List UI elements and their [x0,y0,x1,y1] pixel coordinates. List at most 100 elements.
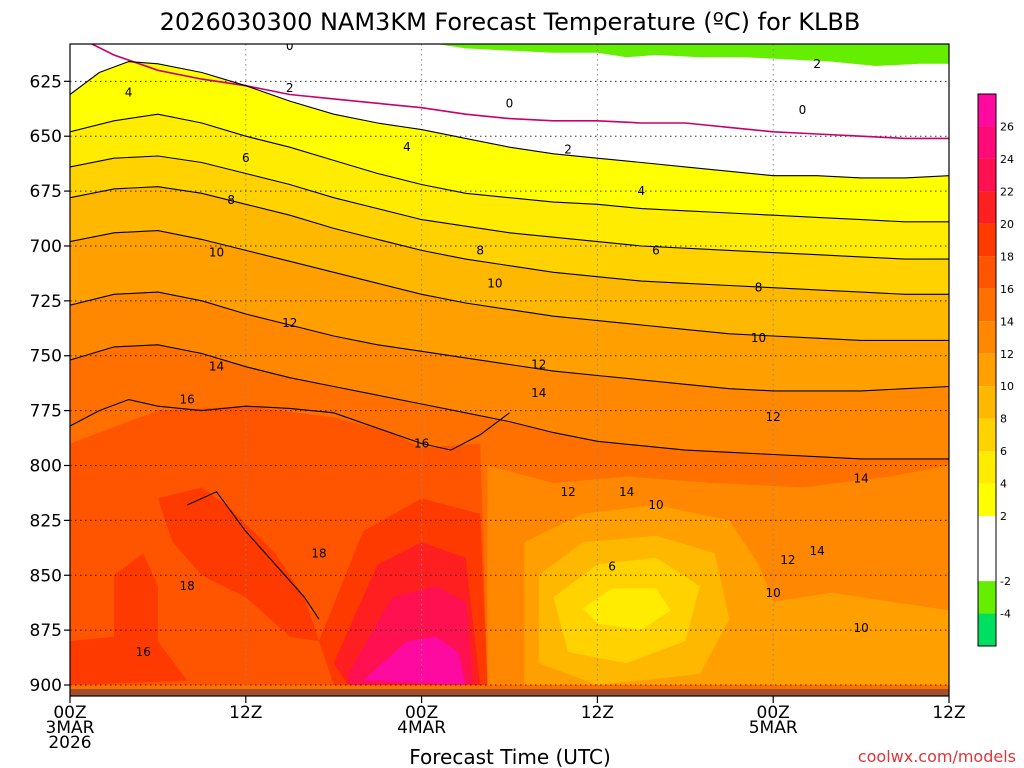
y-tick-label-850: 850 [30,566,62,586]
isotherm-label-4: 2 [286,81,294,95]
colorbar-tick-8: 8 [1000,413,1007,426]
colorbar-tick-4: 4 [1000,478,1007,491]
y-tick-label-900: 900 [30,676,62,696]
band-below-minus-2c [436,44,949,66]
colorbar-swatch-14 [978,288,996,322]
colorbar-tick-18: 18 [1000,250,1014,263]
colorbar-swatch--6 [978,613,996,646]
y-tick-label-775: 775 [30,402,62,422]
y-tick-label-650: 650 [30,127,62,147]
chart-title: 2026030300 NAM3KM Forecast Temperature (… [160,8,861,36]
isotherm-16c [70,399,510,451]
colorbar-swatch-26 [978,94,996,127]
colorbar-swatch-16 [978,256,996,289]
isotherm-label-27: 14 [531,386,546,400]
isotherm-label-32: 16 [414,437,429,451]
colorbar-frame [977,93,997,647]
y-tick-label-875: 875 [30,621,62,641]
colorbar-tick-16: 16 [1000,283,1014,296]
x-tick-label-0-1: 3MAR [46,718,95,738]
plot-area: 0 0 0 2 2 2 4 4 4 6 6 6 8 8 8 10 10 10 10 10 10 12 12 12 12 12 14 1… [70,39,949,696]
isotherm-12c [70,291,949,392]
isotherm-2c [70,61,949,179]
isotherm-4c [70,113,949,223]
colorbar-swatch-18 [978,223,996,257]
temperature-feature-3 [70,636,188,685]
colorbar-swatch--2 [978,516,996,582]
isotherm-label-12: 8 [227,193,235,207]
isotherm-label-29: 14 [619,485,634,499]
isotherm-label-11: 6 [608,559,616,573]
isotherm-label-20: 10 [853,621,868,635]
isotherm-label-19: 10 [766,586,781,600]
x-tick-label-48-1: 5MAR [749,718,798,738]
isotherm-labels: 0 0 0 2 2 2 4 4 4 6 6 6 8 8 8 10 10 10 10 10 10 12 12 12 12 12 14 1… [125,39,869,659]
isotherm-label-24: 12 [560,485,575,499]
colorbar-swatch-2 [978,483,996,517]
isotherm-label-8: 4 [638,184,646,198]
grid-lines [70,44,949,696]
isotherm-label-17: 10 [751,331,766,345]
isotherm-label-25: 12 [780,553,795,567]
colorbar-swatch--4 [978,581,996,614]
x-tick-label-12-0: 12Z [229,703,262,723]
source-credit: coolwx.com/models [858,747,1016,766]
colorbar-tick-24: 24 [1000,153,1014,166]
isotherm-label-6: 4 [125,85,133,99]
isotherm-label-21: 12 [282,316,297,330]
x-tick-label-36-0: 12Z [581,703,614,723]
temperature-feature-13 [582,588,671,631]
isotherm-14c [70,344,949,460]
isotherm-0c [91,44,949,140]
x-tick-label-0-0: 00Z [53,703,86,723]
isotherm-label-16: 10 [487,276,502,290]
isotherm-label-26: 14 [209,360,224,374]
y-tick-label-750: 750 [30,347,62,367]
colorbar-swatch-6 [978,418,996,452]
isotherm-label-9: 6 [242,151,250,165]
y-tick-label-800: 800 [30,456,62,476]
colorbar-tick--2: -2 [1000,575,1011,588]
isotherm-label-31: 16 [180,393,195,407]
isotherm-label-35: 18 [180,579,195,593]
colorbar-tick--4: -4 [1000,608,1011,621]
isotherm-10c [70,230,949,341]
ground-surface [70,689,949,696]
isotherm-label-2: 0 [799,103,807,117]
colorbar-tick-26: 26 [1000,120,1014,133]
colorbar-tick-20: 20 [1000,218,1014,231]
isotherm-label-7: 4 [403,140,411,154]
isotherm-label-10: 6 [652,243,660,257]
isotherm-label-15: 10 [209,246,224,260]
isotherm-label-30: 14 [810,544,825,558]
isotherm-label-23: 12 [766,410,781,424]
y-tick-label-625: 625 [30,72,62,92]
colorbar-tick-14: 14 [1000,315,1014,328]
temperature-feature-2 [157,487,319,642]
isotherm-label-28: 14 [853,472,868,486]
colorbar-tick-6: 6 [1000,445,1007,458]
isotherm-8c [70,186,949,295]
colorbar: 26 24 22 20 18 16 14 12 10 8 6 4 2 -2 -4 [977,93,1014,647]
isotherm-label-5: 2 [564,142,572,156]
colorbar-tick-10: 10 [1000,380,1014,393]
isotherm-label-34: 18 [311,546,326,560]
isotherm-lines [70,44,949,620]
isotherm-label-0: 0 [286,39,294,53]
colorbar-swatch-12 [978,321,996,354]
y-tick-label-700: 700 [30,237,62,257]
isotherm-label-22: 12 [531,358,546,372]
colorbar-tick-12: 12 [1000,348,1014,361]
isotherm-label-1: 0 [506,96,514,110]
temperature-features [70,406,949,685]
y-tick-label-675: 675 [30,182,62,202]
colorbar-tick-2: 2 [1000,510,1007,523]
colorbar-tick-22: 22 [1000,185,1014,198]
x-tick-label-24-1: 4MAR [397,718,446,738]
x-tick-label-0-2: 2026 [48,733,91,753]
y-tick-label-825: 825 [30,511,62,531]
isotherm-label-3: 2 [813,57,821,71]
plot-frame [69,43,950,697]
